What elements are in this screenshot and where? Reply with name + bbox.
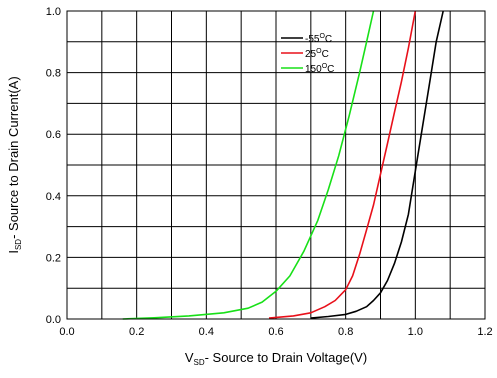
x-tick-label: 0.0: [59, 326, 74, 338]
y-tick-label: 0.8: [46, 68, 61, 80]
series-line-1: [268, 10, 417, 319]
y-tick-label: 0.6: [46, 129, 61, 141]
x-axis-title-rest: - Source to Drain Voltage(V): [205, 350, 368, 365]
y-axis-title-main: I: [6, 250, 21, 254]
plot-frame: [66, 10, 486, 320]
legend-label: -55OC: [305, 33, 332, 45]
y-tick-labels: 0.0 0.2 0.4 0.6 0.8 1.0: [46, 6, 61, 326]
x-tick-labels: 0.0 0.2 0.4 0.6 0.8 1.0 1.2: [59, 326, 492, 338]
x-tick-label: 0.4: [199, 326, 214, 338]
y-axis-title: ISD- Source to Drain Current(A): [6, 76, 23, 253]
y-tick-label: 0.4: [46, 191, 61, 203]
series-line-2: [122, 10, 375, 320]
y-tick-label: 1.0: [46, 6, 61, 18]
x-axis-title: VSD- Source to Drain Voltage(V): [185, 350, 367, 367]
x-axis-title-main: V: [185, 350, 194, 365]
plot-lines: [122, 10, 444, 320]
grid: [67, 11, 485, 319]
x-tick-label: 1.2: [477, 326, 492, 338]
y-axis-title-sub: SD: [14, 239, 23, 250]
legend-label: 150OC: [305, 63, 334, 75]
x-tick-label: 1.0: [408, 326, 423, 338]
x-tick-label: 0.2: [129, 326, 144, 338]
series-line-0: [310, 10, 444, 319]
y-tick-label: 0.0: [46, 314, 61, 326]
y-tick-label: 0.2: [46, 252, 61, 264]
legend: -55OC 25OC 150OC: [281, 33, 334, 75]
x-tick-label: 0.6: [268, 326, 283, 338]
x-axis-title-sub: SD: [193, 358, 204, 367]
x-tick-label: 0.8: [338, 326, 353, 338]
y-axis-title-rest: - Source to Drain Current(A): [6, 76, 21, 239]
legend-label: 25OC: [305, 48, 329, 60]
